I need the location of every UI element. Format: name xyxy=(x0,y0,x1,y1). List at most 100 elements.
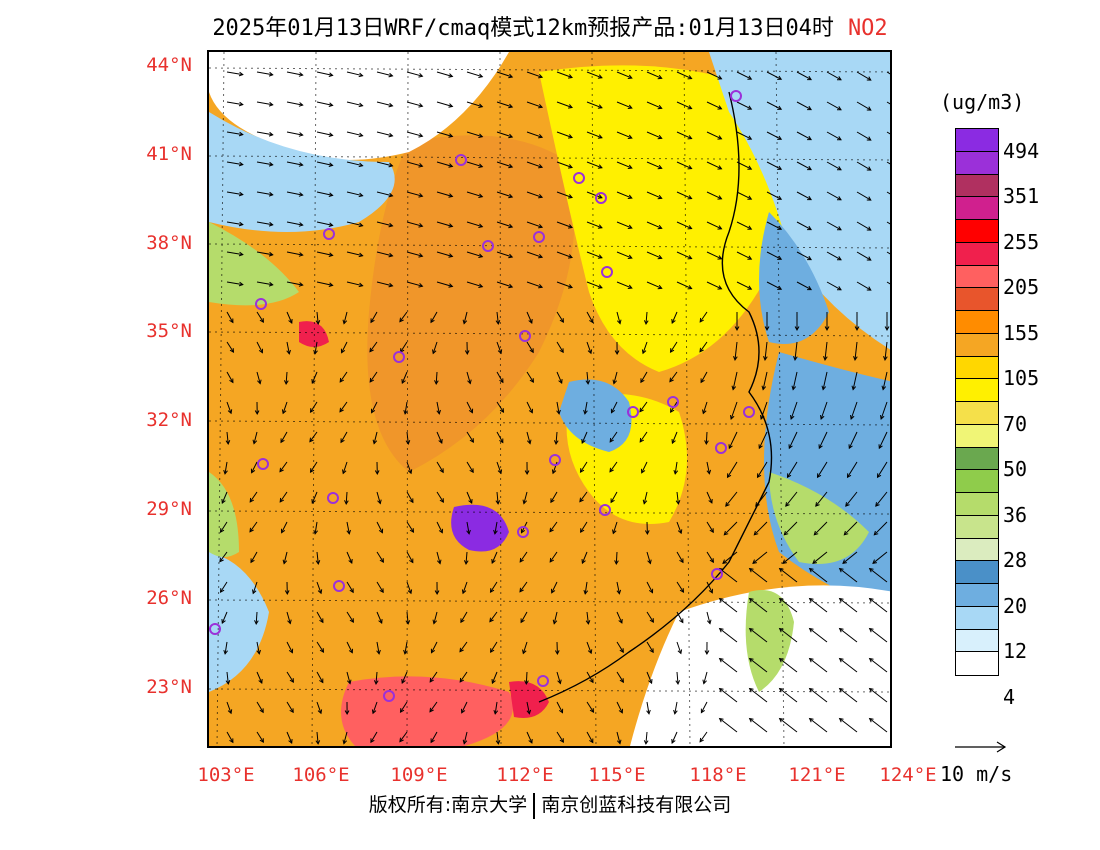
wind-arrow-head xyxy=(229,348,235,353)
wind-arrow-head xyxy=(227,409,233,415)
wind-arrow-head xyxy=(219,588,225,593)
city-marker[interactable] xyxy=(715,442,727,454)
wind-arrow xyxy=(706,611,711,624)
lat-label-35: 35°N xyxy=(146,320,192,342)
city-marker[interactable] xyxy=(573,172,585,184)
forecast-map[interactable] xyxy=(207,50,892,748)
wind-arrow xyxy=(616,71,632,79)
wind-arrow-head xyxy=(812,559,817,564)
city-marker[interactable] xyxy=(595,192,607,204)
wind-arrow-head xyxy=(288,318,293,324)
wind-arrow-head xyxy=(687,225,693,230)
city-marker[interactable] xyxy=(455,154,467,166)
city-marker[interactable] xyxy=(730,90,742,102)
city-marker[interactable] xyxy=(599,504,611,516)
city-marker[interactable] xyxy=(482,240,494,252)
legend-swatch xyxy=(956,538,998,562)
city-marker[interactable] xyxy=(327,492,339,504)
wind-arrow xyxy=(253,431,258,444)
wind-arrow-head xyxy=(238,281,244,287)
wind-arrow xyxy=(433,611,438,624)
wind-arrow xyxy=(736,221,752,230)
wind-arrow xyxy=(842,551,858,564)
wind-arrow-head xyxy=(866,106,872,111)
wind-arrow-head xyxy=(854,326,860,332)
city-marker[interactable] xyxy=(323,228,335,240)
wind-arrow xyxy=(220,521,228,533)
wind-arrow-head xyxy=(846,473,852,479)
wind-arrow-head xyxy=(850,415,855,420)
wind-arrow-head xyxy=(748,687,754,693)
wind-arrow xyxy=(252,581,258,594)
wind-arrow xyxy=(221,491,228,504)
wind-arrow xyxy=(316,671,324,683)
wind-arrow xyxy=(496,71,513,78)
city-marker[interactable] xyxy=(383,690,395,702)
wind-arrow-head xyxy=(489,588,495,593)
city-marker[interactable] xyxy=(517,526,529,538)
wind-arrow xyxy=(286,671,294,683)
wind-arrow-head xyxy=(704,650,710,656)
wind-arrow xyxy=(459,671,468,683)
wind-arrow xyxy=(496,461,502,474)
wind-arrow xyxy=(869,628,888,643)
wind-arrow-head xyxy=(657,224,663,230)
wind-arrow xyxy=(646,611,654,623)
wind-arrow xyxy=(671,431,678,444)
wind-arrow xyxy=(343,311,348,324)
wind-arrow-head xyxy=(747,105,753,110)
wind-arrow-head xyxy=(371,408,376,414)
wind-arrow-head xyxy=(519,587,524,593)
city-marker[interactable] xyxy=(601,266,613,278)
wind-arrow xyxy=(370,311,378,323)
wind-arrow-head xyxy=(878,444,883,450)
wind-arrow xyxy=(314,521,318,534)
city-marker[interactable] xyxy=(393,351,405,363)
wind-arrow xyxy=(586,251,603,259)
wind-arrow-head xyxy=(552,619,558,625)
wind-arrow-head xyxy=(409,498,414,504)
wind-arrow-head xyxy=(249,497,255,503)
city-marker[interactable] xyxy=(537,675,549,687)
wind-arrow-head xyxy=(478,283,484,288)
city-marker[interactable] xyxy=(209,623,221,635)
wind-arrow-head xyxy=(709,528,714,534)
wind-arrow xyxy=(249,521,258,533)
city-marker[interactable] xyxy=(667,396,679,408)
wind-arrow xyxy=(256,311,264,323)
wind-arrow xyxy=(645,731,648,744)
wind-arrow-head xyxy=(585,380,591,385)
city-marker[interactable] xyxy=(627,406,639,418)
wind-arrow-head xyxy=(399,737,404,743)
wind-arrow xyxy=(616,221,632,229)
wind-arrow xyxy=(346,641,353,653)
wind-arrow-head xyxy=(298,132,304,137)
city-marker[interactable] xyxy=(519,330,531,342)
wind-arrow xyxy=(581,551,588,564)
city-marker[interactable] xyxy=(549,454,561,466)
legend-swatch xyxy=(956,129,998,152)
wind-arrow-head xyxy=(612,529,617,535)
wind-arrow-head xyxy=(838,687,844,693)
city-marker[interactable] xyxy=(743,406,755,418)
wind-arrow xyxy=(815,491,828,507)
wind-arrow xyxy=(736,131,752,140)
wind-arrow xyxy=(226,671,229,684)
city-marker[interactable] xyxy=(333,580,345,592)
wind-arrow xyxy=(401,371,408,384)
city-marker[interactable] xyxy=(711,568,723,580)
wind-arrow-head xyxy=(706,619,712,625)
wind-arrow xyxy=(256,641,260,654)
city-marker[interactable] xyxy=(257,458,269,470)
legend-tick-label: 20 xyxy=(1003,593,1028,618)
wind-arrow xyxy=(792,371,798,390)
wind-arrow-head xyxy=(873,530,879,536)
wind-arrow-head xyxy=(298,282,304,287)
wind-arrow xyxy=(852,371,858,390)
city-marker[interactable] xyxy=(255,298,267,310)
wind-arrow xyxy=(556,131,573,138)
wind-arrow xyxy=(436,551,441,564)
wind-arrow-head xyxy=(495,500,501,505)
city-marker[interactable] xyxy=(533,231,545,243)
wind-arrow xyxy=(399,731,408,742)
